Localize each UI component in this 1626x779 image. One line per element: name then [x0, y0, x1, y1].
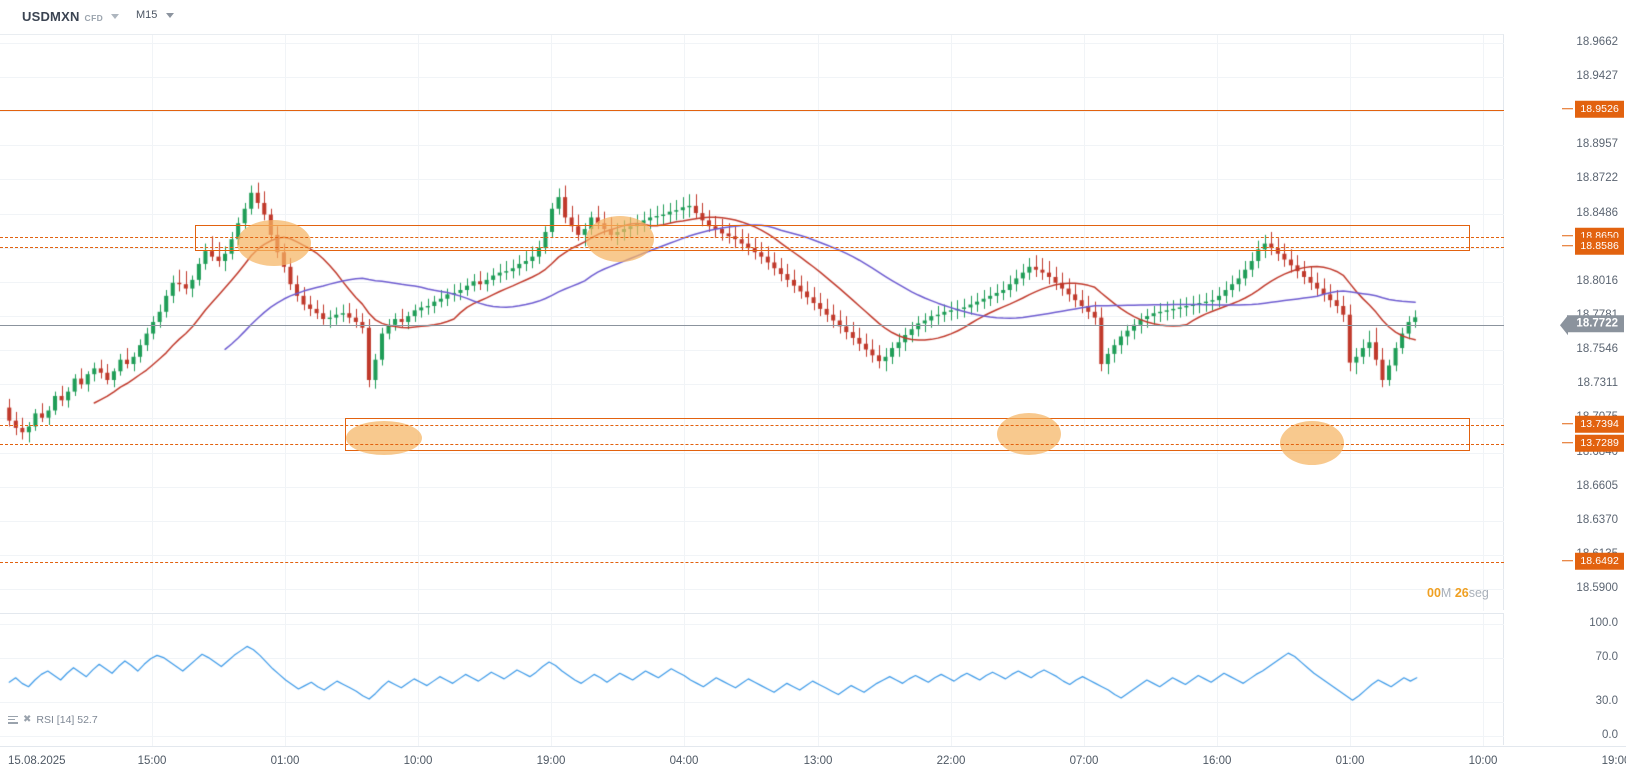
price-axis-tick: 18.9662	[1576, 36, 1618, 48]
price-axis-tick: 18.8486	[1576, 206, 1618, 219]
rsi-axis: 100.0 70.0 30.0 0.0	[1505, 613, 1626, 745]
close-icon[interactable]: ✖	[23, 714, 32, 725]
support-zone[interactable]	[345, 418, 1470, 451]
time-axis-tick: 22:00	[936, 755, 966, 767]
price-axis-tick: 18.7546	[1576, 343, 1618, 356]
price-level-tag-4[interactable]: 13.7289	[1575, 434, 1624, 452]
timeframe-selector[interactable]: M15	[136, 9, 175, 21]
time-axis-tick: 19:00	[536, 755, 566, 767]
price-level-line[interactable]	[0, 110, 1504, 111]
chevron-down-icon[interactable]	[166, 12, 175, 18]
signal-ellipse-1[interactable]	[237, 220, 311, 266]
signal-ellipse-5[interactable]	[1280, 421, 1344, 465]
price-axis-tick: 18.8016	[1576, 274, 1618, 287]
rsi-axis-tick: 70.0	[1595, 650, 1618, 663]
time-axis-tick: 16:00	[1202, 755, 1232, 767]
price-axis-tick: 18.8722	[1576, 172, 1618, 185]
rsi-axis-tick: 30.0	[1595, 695, 1618, 708]
chart-header: USDMXN CFD M15	[0, 0, 1626, 34]
legend-rsi-label: RSI [14] 52.7	[36, 714, 98, 726]
price-level-line[interactable]	[0, 444, 1504, 445]
countdown-minutes: 00	[1427, 586, 1441, 600]
rsi-pane[interactable]	[0, 613, 1504, 746]
countdown-minutes-unit: M	[1440, 586, 1452, 600]
candlestick-canvas	[0, 35, 1504, 611]
time-axis-tick: 19:00	[1601, 755, 1626, 767]
current-price-line	[0, 324, 1504, 326]
price-level-tag-5[interactable]: 18.6492	[1575, 552, 1624, 570]
price-level-tag-0[interactable]: 18.9526	[1575, 100, 1624, 118]
current-price-tag: 18.7722	[1560, 314, 1624, 335]
legend-rsi[interactable]: ✖ RSI [14] 52.7	[8, 714, 98, 726]
signal-ellipse-3[interactable]	[346, 421, 422, 455]
price-axis[interactable]: 18.966218.942718.919218.895718.872218.84…	[1505, 34, 1626, 610]
instrument-type-badge: CFD	[84, 13, 104, 23]
price-level-line[interactable]	[0, 247, 1504, 248]
rsi-canvas	[0, 614, 1504, 746]
time-axis-tick: 15.08.2025	[8, 755, 66, 767]
hamburger-icon[interactable]	[8, 715, 18, 725]
signal-ellipse-4[interactable]	[997, 413, 1061, 455]
price-level-line[interactable]	[0, 562, 1504, 563]
time-axis-tick: 15:00	[137, 755, 167, 767]
symbol-name: USDMXN	[22, 9, 80, 24]
price-axis-tick: 18.9427	[1576, 70, 1618, 83]
time-axis-tick: 04:00	[669, 755, 699, 767]
price-level-tag-2[interactable]: 18.8586	[1575, 237, 1624, 255]
countdown-seconds-unit: seg	[1468, 586, 1489, 600]
time-axis-tick: 10:00	[1468, 755, 1498, 767]
price-level-tag-3[interactable]: 13.7394	[1575, 415, 1624, 433]
time-axis-tick: 01:00	[1335, 755, 1365, 767]
time-axis-tick: 07:00	[1069, 755, 1099, 767]
price-level-line[interactable]	[0, 237, 1504, 238]
time-axis-tick: 01:00	[270, 755, 300, 767]
price-axis-tick: 18.5900	[1576, 582, 1618, 594]
price-axis-tick: 18.7311	[1577, 377, 1618, 390]
price-chart-pane[interactable]: ✖ SMA [200, 0] 18.7907 ✖ SMA [50, 0] 18.…	[0, 34, 1504, 645]
chevron-down-icon[interactable]	[111, 14, 120, 19]
countdown-seconds: 26	[1454, 586, 1469, 600]
timeframe-label: M15	[136, 9, 158, 21]
price-level-line[interactable]	[0, 425, 1504, 426]
time-axis-tick: 13:00	[803, 755, 833, 767]
bar-countdown-timer: 00M 26seg	[1427, 586, 1489, 600]
price-axis-tick: 18.6370	[1576, 513, 1618, 526]
price-axis-tick: 18.6605	[1576, 479, 1618, 492]
resistance-zone[interactable]	[195, 225, 1470, 251]
price-axis-tick: 18.8957	[1576, 138, 1618, 151]
time-axis-tick: 10:00	[403, 755, 433, 767]
symbol-selector[interactable]: USDMXN CFD	[22, 9, 120, 24]
rsi-axis-tick: 100.0	[1589, 617, 1618, 629]
rsi-axis-tick: 0.0	[1602, 729, 1618, 741]
signal-ellipse-2[interactable]	[586, 216, 654, 262]
time-axis[interactable]: 15.08.2025 15:00 01:00 10:00 19:00 04:00 13:00…	[0, 746, 1626, 779]
